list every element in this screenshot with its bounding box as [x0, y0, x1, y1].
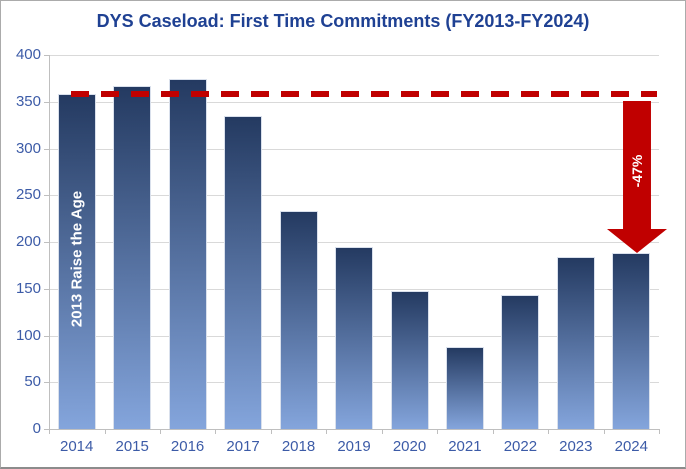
y-axis-label: 350	[15, 92, 41, 110]
bar	[556, 257, 595, 429]
y-axis-label: 250	[15, 186, 41, 204]
y-axis-label: 300	[15, 139, 41, 157]
reference-dashed-line	[71, 91, 657, 97]
x-axis-tick	[659, 429, 660, 434]
x-axis-label: 2023	[559, 438, 593, 455]
bar	[445, 346, 484, 429]
y-axis-tick	[44, 55, 49, 56]
x-axis-label: 2015	[115, 438, 149, 455]
bar	[168, 79, 207, 429]
x-axis-tick	[548, 429, 550, 434]
gridline	[50, 55, 659, 56]
x-axis-label: 2016	[170, 438, 205, 455]
gridline	[50, 101, 659, 103]
x-axis-line	[49, 429, 659, 430]
gridline	[50, 195, 659, 197]
bar	[390, 290, 429, 429]
x-axis-tick	[326, 429, 328, 434]
bar	[279, 211, 318, 429]
bar	[113, 85, 152, 429]
chart-title: DYS Caseload: First Time Commitments (FY…	[96, 11, 590, 31]
x-axis-tick	[381, 429, 383, 434]
y-axis-tick	[44, 148, 49, 150]
y-axis-tick	[44, 288, 49, 290]
x-axis-tick	[215, 429, 217, 434]
x-axis-tick	[603, 429, 605, 434]
y-axis-label: 50	[24, 373, 41, 391]
y-axis-label: 0	[32, 420, 41, 437]
y-axis-tick	[44, 429, 49, 430]
x-axis-tick	[270, 429, 272, 434]
bar	[501, 295, 540, 429]
gridline	[50, 148, 659, 150]
x-axis-label: 2019	[337, 438, 371, 455]
bar	[612, 253, 651, 429]
x-axis-label: 2024	[614, 438, 648, 455]
y-axis-label: 100	[15, 326, 41, 344]
y-axis-label: 400	[15, 46, 41, 63]
raise-the-age-annotation: 2013 Raise the Age	[68, 190, 86, 328]
bar	[57, 94, 96, 429]
x-axis-tick	[104, 429, 106, 434]
bar	[335, 246, 373, 429]
y-axis-tick	[44, 195, 49, 197]
decline-percentage-label: -47%	[629, 154, 645, 188]
y-axis-label: 200	[15, 233, 41, 250]
x-axis-label: 2018	[281, 438, 316, 455]
x-axis-label: 2022	[503, 438, 538, 455]
gridline	[50, 242, 659, 243]
x-axis-tick	[437, 429, 439, 434]
x-axis-tick	[159, 429, 161, 434]
x-axis-label: 2020	[392, 438, 427, 455]
x-axis-label: 2021	[448, 438, 482, 455]
bar	[224, 115, 263, 429]
y-axis-tick	[44, 382, 49, 384]
y-axis-tick	[44, 242, 49, 243]
y-axis-tick	[44, 101, 49, 103]
y-axis-tick	[44, 335, 49, 337]
y-axis-label: 150	[15, 279, 41, 297]
y-axis-line	[49, 55, 50, 429]
x-axis-tick	[49, 429, 50, 434]
x-axis-label: 2014	[60, 438, 94, 455]
x-axis-tick	[492, 429, 494, 434]
x-axis-label: 2017	[226, 438, 260, 455]
